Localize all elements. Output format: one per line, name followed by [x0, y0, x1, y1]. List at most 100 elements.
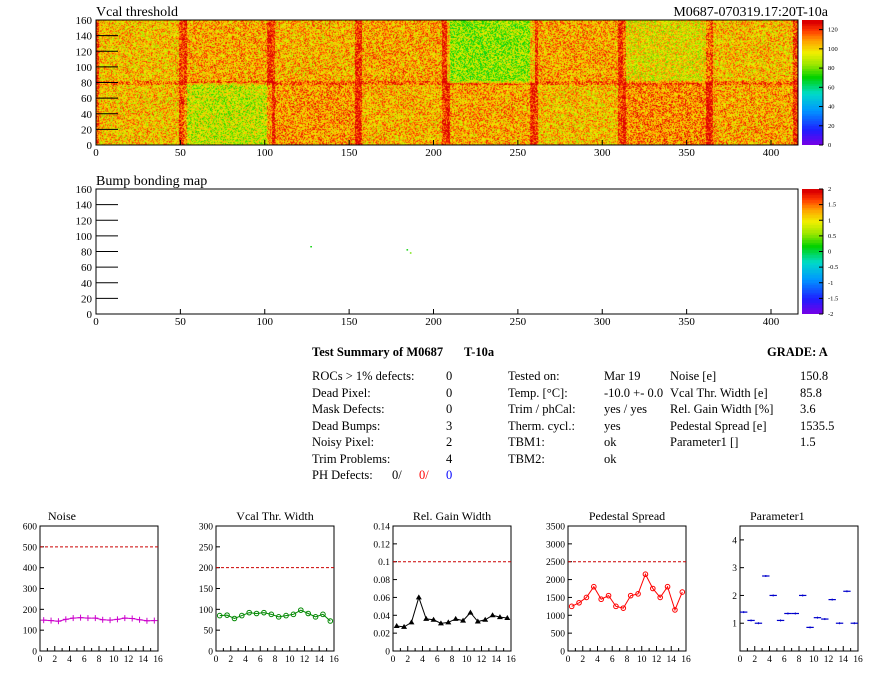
chart-pedestal-spread: Pedestal Spread 0 500 1000 1500 2000 2500 3000 3… [546, 509, 691, 665]
bump-colorbar-axis: -2 -1.5 -1 -0.5 0 0.5 1 1.5 2 [819, 186, 838, 318]
y-tick-label: 150 [199, 585, 214, 595]
y-tick-label: 0.1 [378, 558, 390, 568]
y-tick-label: 0.02 [373, 630, 390, 640]
data-point [253, 610, 260, 617]
x-tick-label: 12 [824, 655, 834, 665]
x-tick-label: 6 [782, 655, 787, 665]
summary-row: TBM2: ok [508, 451, 617, 466]
y-tick-label: 0.08 [373, 576, 390, 586]
x-tick-label: 0 [93, 147, 99, 159]
x-tick-label: 14 [839, 655, 849, 665]
x-tick-label: 16 [853, 655, 863, 665]
y-tick-label: 120 [76, 46, 93, 58]
y-tick-label: 0 [208, 648, 213, 658]
y-tick-label: 3500 [546, 523, 565, 533]
series-line [219, 609, 331, 622]
chart-title: Pedestal Spread [589, 509, 665, 523]
x-tick-label: 12 [124, 655, 134, 665]
y-tick-label: 1 [732, 620, 737, 630]
y-tick-label: 100 [76, 231, 93, 243]
colorbar-tick-label: 120 [828, 27, 838, 34]
y-tick-label: 200 [23, 606, 38, 616]
chart-frame [39, 525, 159, 652]
test-summary: Test Summary of M0687 T-10a GRADE: A ROC… [312, 344, 834, 494]
summary-row: Parameter1 [] 1.5 [670, 435, 816, 449]
data-point [312, 614, 319, 620]
y-tick-label: 60 [81, 93, 93, 105]
x-tick-label: 2 [405, 655, 410, 665]
y-tick-label: 600 [23, 523, 38, 533]
x-tick-label: 0 [391, 655, 396, 665]
y-tick-label: 1000 [546, 612, 565, 622]
x-tick-label: 6 [258, 655, 263, 665]
data-point [467, 609, 474, 615]
x-tick-label: 6 [82, 655, 87, 665]
summary-row: ROCs > 1% defects: 0 [312, 369, 453, 383]
x-tick-label: 8 [450, 655, 455, 665]
x-tick-label: 0 [214, 655, 219, 665]
module-id-title: M0687-070319.17:20T-10a [673, 5, 828, 20]
data-point [401, 623, 408, 629]
y-tick-label: 160 [76, 15, 93, 27]
data-point [320, 611, 326, 618]
chart-frame [392, 525, 512, 652]
data-point [496, 614, 503, 620]
x-tick-label: 250 [510, 147, 527, 159]
y-tick-label: 300 [23, 585, 38, 595]
x-tick-label: 10 [637, 655, 647, 665]
data-point [246, 609, 252, 616]
x-tick-label: 150 [341, 316, 358, 328]
colorbar-tick-label: 40 [828, 104, 835, 111]
x-tick-label: 6 [610, 655, 615, 665]
summary-row: Pedestal Spread [e] 1535.5 [670, 418, 835, 433]
data-point [298, 607, 304, 613]
summary-heading: Test Summary of M0687 [312, 345, 444, 359]
summary-row: Trim / phCal: yes / yes [508, 402, 648, 416]
data-point [672, 607, 678, 613]
x-tick-label: 10 [285, 655, 295, 665]
bump-defect-point [406, 249, 409, 251]
x-tick-label: 4 [767, 655, 772, 665]
bump-title: Bump bonding map [96, 174, 208, 189]
y-tick-label: 40 [81, 278, 93, 290]
data-point [635, 591, 641, 597]
chart-title: Parameter1 [750, 509, 805, 523]
chart-title: Vcal Thr. Width [236, 509, 313, 523]
data-point [423, 615, 430, 621]
summary-col3: Noise [e] 150.8 Vcal Thr. Width [e] 85.8 R… [670, 368, 840, 451]
colorbar-tick-label: 2 [828, 186, 831, 193]
y-tick-label: 400 [23, 564, 38, 574]
x-tick-label: 8 [625, 655, 630, 665]
x-tick-label: 100 [257, 316, 274, 328]
vcal-colorbar [802, 20, 823, 145]
y-tick-label: 500 [551, 630, 566, 640]
data-point [613, 603, 619, 610]
x-tick-label: 50 [175, 147, 187, 159]
y-tick-label: 120 [76, 215, 93, 227]
summary-row: Dead Bumps: 3 [312, 418, 453, 433]
y-tick-label: 140 [76, 200, 93, 212]
x-tick-label: 14 [667, 655, 677, 665]
y-tick-label: 300 [199, 523, 214, 533]
colorbar-tick-label: 100 [828, 46, 838, 53]
summary-col1: ROCs > 1% defects: 0 Dead Pixel: 0 Mask De… [312, 368, 462, 484]
data-point [408, 619, 415, 625]
x-tick-label: 12 [652, 655, 662, 665]
x-tick-label: 350 [678, 147, 695, 159]
x-tick-label: 16 [153, 655, 163, 665]
x-tick-label: 2 [752, 655, 757, 665]
y-tick-label: 0.06 [373, 594, 390, 604]
data-point [445, 619, 452, 625]
data-point [430, 616, 437, 622]
x-tick-label: 200 [425, 147, 442, 159]
x-tick-label: 12 [477, 655, 487, 665]
x-tick-label: 16 [506, 655, 516, 665]
summary-row: Trim Problems: 4 [312, 451, 453, 466]
y-tick-label: 250 [199, 543, 214, 553]
x-tick-label: 2 [580, 655, 585, 665]
chart-rel-gain-width: Rel. Gain Width 0 0.02 0.04 0.06 0.08 0.1 0.12 0… [373, 509, 516, 665]
y-tick-label: 80 [81, 247, 93, 259]
data-point [268, 611, 275, 618]
summary-row: Therm. cycl.: yes [508, 418, 621, 433]
x-tick-label: 300 [594, 316, 611, 328]
